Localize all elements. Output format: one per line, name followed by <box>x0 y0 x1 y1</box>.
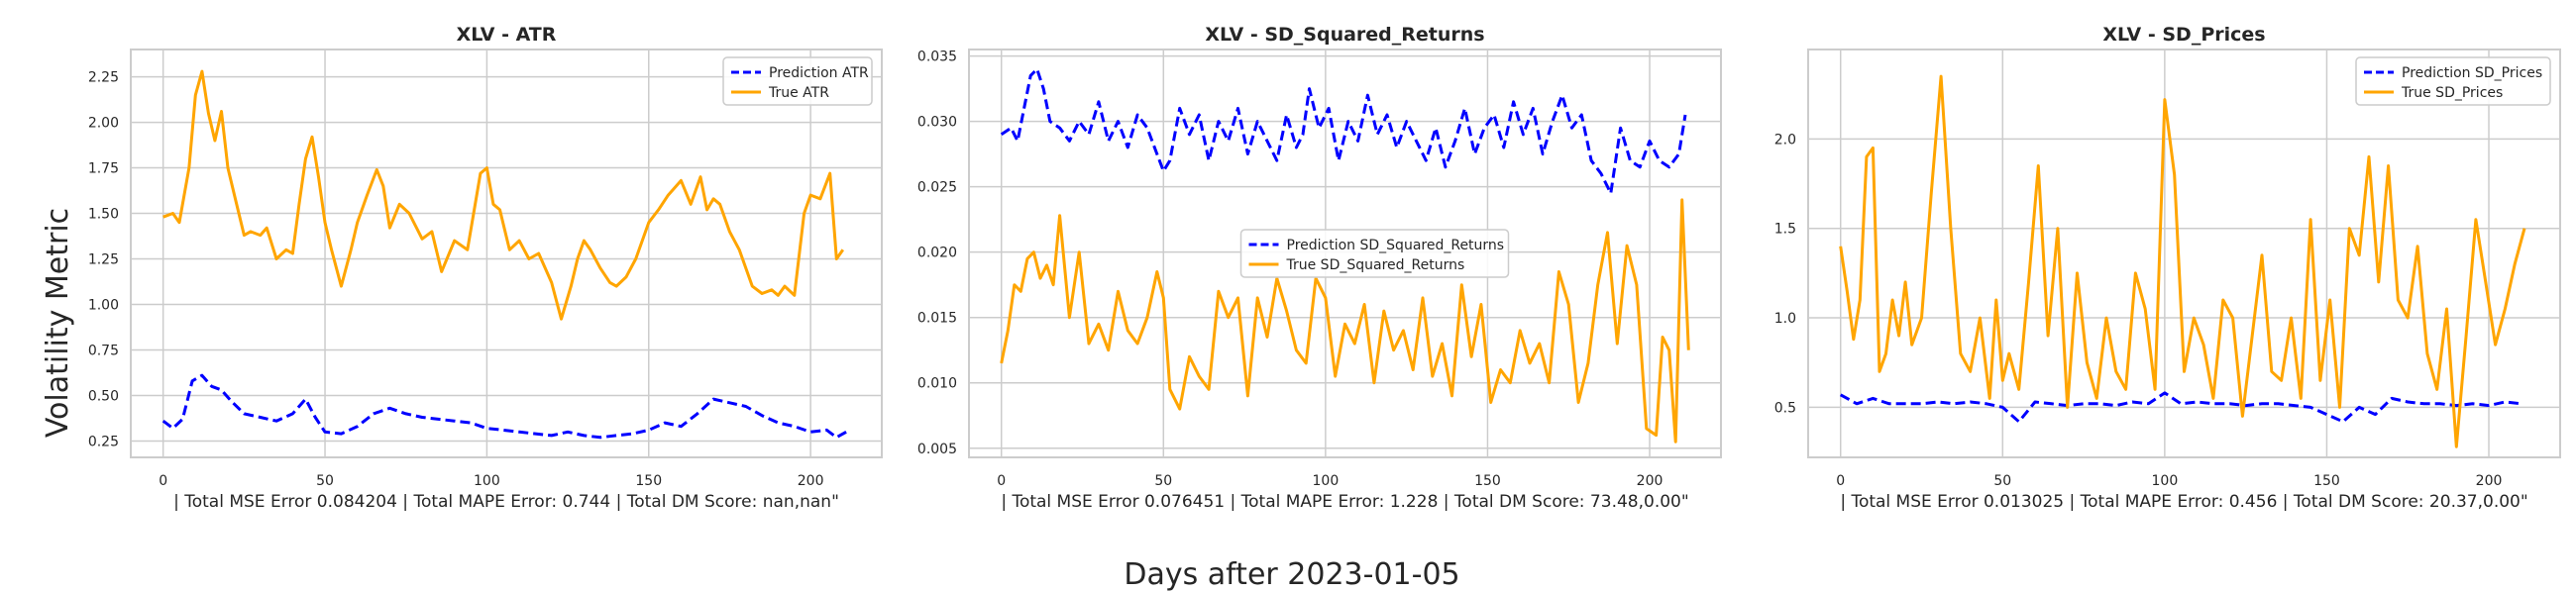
y-tick-label: 1.00 <box>88 298 119 314</box>
x-tick-label: 200 <box>798 473 824 489</box>
y-tick-label: 2.00 <box>88 116 119 132</box>
legend-box <box>1239 229 1510 278</box>
legend-box <box>2355 56 2551 106</box>
legend-label: Prediction ATR <box>769 65 869 81</box>
chart-title: XLV - ATR <box>457 24 557 46</box>
legend: Prediction SD_Prices True SD_Prices <box>2355 56 2551 106</box>
chart-title: XLV - SD_Prices <box>2102 24 2265 46</box>
x-tick-label: 150 <box>1474 473 1501 489</box>
figure-xlabel: Days after 2023-01-05 <box>1124 557 1459 592</box>
chart-panel-sd-squared-returns: 0 50 100 150 200 0.005 0.010 0.015 0.020 0.025 0.0… <box>917 24 1722 512</box>
y-tick-label: 0.010 <box>917 376 957 392</box>
x-tick-label: 100 <box>1313 473 1340 489</box>
y-tick-label: 1.5 <box>1774 222 1796 238</box>
x-tick-label: 100 <box>474 473 500 489</box>
y-tick-label: 0.50 <box>88 388 119 404</box>
chart-xlabel: | Total MSE Error 0.076451 | Total MAPE … <box>1001 492 1688 512</box>
y-tick-label: 1.25 <box>88 252 119 268</box>
y-tick-label: 0.025 <box>917 180 957 196</box>
chart-xlabel: | Total MSE Error 0.084204 | Total MAPE … <box>173 492 839 512</box>
axes-frame <box>130 49 883 458</box>
legend-label: Prediction SD_Prices <box>2402 65 2542 81</box>
y-tick-label: 2.0 <box>1774 132 1796 148</box>
true-series-line <box>1839 74 2526 448</box>
y-tick-label: 0.75 <box>88 343 119 358</box>
figure-ylabel: Volatility Metric <box>41 208 75 438</box>
chart-xlabel: | Total MSE Error 0.013025 | Total MAPE … <box>1840 492 2527 512</box>
y-tick-label: 0.020 <box>917 246 957 261</box>
legend: Prediction SD_Squared_Returns True SD_Squ… <box>1239 229 1510 278</box>
y-tick-label: 0.030 <box>917 115 957 131</box>
x-tick-label: 150 <box>635 473 662 489</box>
y-tick-label: 0.5 <box>1774 400 1796 416</box>
x-tick-label: 0 <box>997 473 1006 489</box>
x-tick-label: 150 <box>2313 473 2340 489</box>
legend-label: True ATR <box>768 85 829 101</box>
true-series-line <box>1000 198 1690 444</box>
legend-label: True SD_Squared_Returns <box>1286 257 1465 273</box>
x-tick-label: 200 <box>2476 473 2503 489</box>
legend-label: Prediction SD_Squared_Returns <box>1287 238 1505 253</box>
y-tick-label: 0.005 <box>917 442 957 457</box>
x-tick-label: 0 <box>159 473 167 489</box>
x-tick-label: 200 <box>1637 473 1664 489</box>
x-tick-label: 50 <box>316 473 334 489</box>
y-tick-label: 0.25 <box>88 434 119 449</box>
y-tick-label: 0.035 <box>917 50 957 65</box>
axes-frame <box>968 49 1722 458</box>
prediction-series-line <box>1839 391 2522 424</box>
x-tick-label: 0 <box>1836 473 1845 489</box>
y-tick-label: 1.50 <box>88 207 119 223</box>
legend-label: True SD_Prices <box>2401 85 2503 101</box>
axes-frame <box>1807 49 2561 458</box>
x-tick-label: 100 <box>2152 473 2179 489</box>
prediction-series-line <box>161 373 847 440</box>
y-tick-label: 2.25 <box>88 70 119 86</box>
prediction-series-line <box>1000 67 1687 195</box>
x-tick-label: 50 <box>1993 473 2011 489</box>
chart-title: XLV - SD_Squared_Returns <box>1205 24 1484 46</box>
legend: Prediction ATR True ATR <box>722 56 873 106</box>
y-tick-label: 0.015 <box>917 311 957 327</box>
y-tick-label: 1.0 <box>1774 311 1796 327</box>
chart-panel-sd-prices: 0 50 100 150 200 0.5 1.0 1.5 2.0 XLV - SD_Prices |… <box>1774 24 2561 512</box>
chart-panel-atr: 0 50 100 150 200 0.25 0.50 0.75 1.00 1.25 1.50 1.75… <box>88 24 883 512</box>
x-tick-label: 50 <box>1154 473 1172 489</box>
y-tick-label: 1.75 <box>88 161 119 177</box>
true-series-line <box>162 69 845 321</box>
